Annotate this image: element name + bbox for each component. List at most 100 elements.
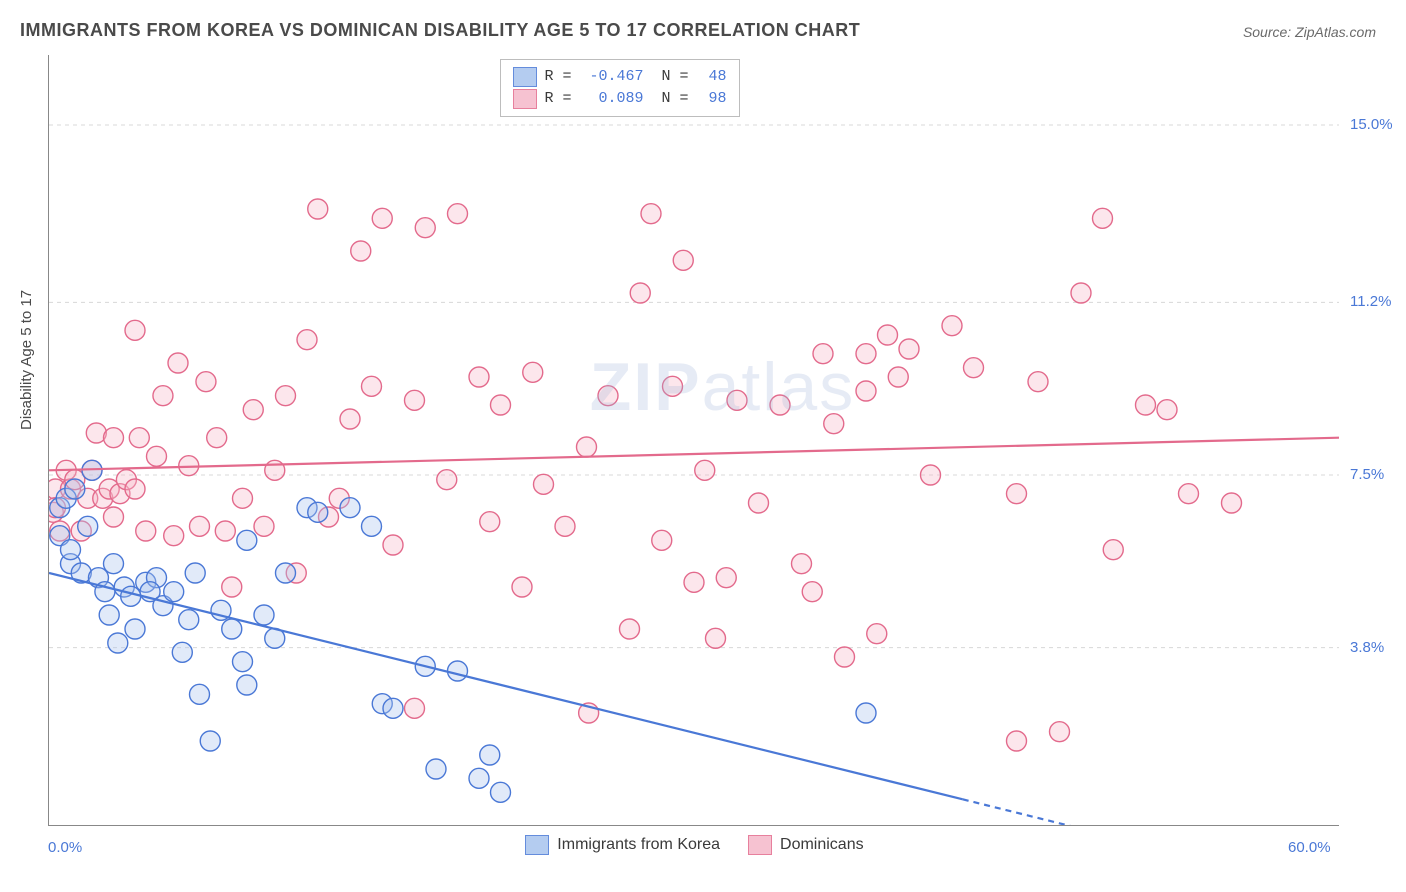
dominican-point: [792, 554, 812, 574]
dominican-point: [233, 488, 253, 508]
dominican-point: [1093, 208, 1113, 228]
dominican-legend-label: Dominicans: [780, 836, 864, 853]
r-label: R =: [545, 66, 572, 88]
dominican-point: [1103, 540, 1123, 560]
korea-point: [222, 619, 242, 639]
legend-row-korea: R =-0.467N =48: [513, 66, 727, 88]
dominican-point: [136, 521, 156, 541]
korea-point: [448, 661, 468, 681]
korea-point: [190, 684, 210, 704]
korea-point: [340, 498, 360, 518]
dominican-point: [308, 199, 328, 219]
dominican-point: [512, 577, 532, 597]
dominican-point: [276, 386, 296, 406]
dominican-point: [372, 208, 392, 228]
dominican-point: [222, 577, 242, 597]
dominican-point: [129, 428, 149, 448]
dominican-point: [598, 386, 618, 406]
korea-point: [200, 731, 220, 751]
korea-point: [308, 502, 328, 522]
dominican-swatch: [748, 835, 772, 855]
dominican-point: [899, 339, 919, 359]
dominican-point: [415, 218, 435, 238]
dominican-point: [1222, 493, 1242, 513]
dominican-point: [716, 568, 736, 588]
korea-point: [104, 554, 124, 574]
dominican-point: [673, 250, 693, 270]
y-tick-label: 11.2%: [1350, 293, 1391, 310]
dominican-point: [1050, 722, 1070, 742]
chart-title: IMMIGRANTS FROM KOREA VS DOMINICAN DISAB…: [20, 20, 860, 41]
dominican-point: [437, 470, 457, 490]
korea-point: [856, 703, 876, 723]
korea-point: [237, 675, 257, 695]
dominican-point: [749, 493, 769, 513]
y-axis-label: Disability Age 5 to 17: [18, 290, 35, 430]
y-tick-label: 7.5%: [1350, 466, 1384, 483]
dominican-point: [153, 386, 173, 406]
korea-point: [237, 530, 257, 550]
dominican-point: [867, 624, 887, 644]
dominican-point: [1157, 400, 1177, 420]
dominican-point: [125, 320, 145, 340]
dominican-point: [491, 395, 511, 415]
korea-point: [276, 563, 296, 583]
n-label: N =: [662, 66, 689, 88]
dominican-point: [824, 414, 844, 434]
dominican-point: [469, 367, 489, 387]
dominican-point: [164, 526, 184, 546]
korea-point: [426, 759, 446, 779]
dominican-swatch: [513, 89, 537, 109]
dominican-point: [856, 344, 876, 364]
korea-trend-line-dashed: [963, 799, 1232, 826]
korea-point: [78, 516, 98, 536]
korea-point: [179, 610, 199, 630]
korea-point: [469, 768, 489, 788]
dominican-point: [695, 460, 715, 480]
korea-point: [185, 563, 205, 583]
y-tick-label: 15.0%: [1350, 116, 1393, 133]
dominican-point: [1007, 484, 1027, 504]
korea-point: [61, 540, 81, 560]
legend-item-dominican: Dominicans: [748, 835, 864, 855]
dominican-point: [1136, 395, 1156, 415]
dominican-point: [1071, 283, 1091, 303]
dominican-point: [196, 372, 216, 392]
x-axis-min-label: 0.0%: [48, 839, 82, 856]
r-label: R =: [545, 88, 572, 110]
dominican-n-value: 98: [697, 88, 727, 110]
korea-swatch: [513, 67, 537, 87]
dominican-point: [878, 325, 898, 345]
dominican-point: [125, 479, 145, 499]
n-label: N =: [662, 88, 689, 110]
dominican-point: [243, 400, 263, 420]
dominican-point: [168, 353, 188, 373]
series-legend: Immigrants from Korea Dominicans: [525, 835, 863, 855]
dominican-point: [652, 530, 672, 550]
dominican-point: [254, 516, 274, 536]
dominican-point: [104, 507, 124, 527]
dominican-point: [802, 582, 822, 602]
source-attribution: Source: ZipAtlas.com: [1243, 24, 1376, 40]
korea-point: [491, 782, 511, 802]
korea-point: [362, 516, 382, 536]
dominican-point: [706, 628, 726, 648]
dominican-point: [813, 344, 833, 364]
dominican-point: [1007, 731, 1027, 751]
x-axis-max-label: 60.0%: [1288, 839, 1331, 856]
korea-point: [108, 633, 128, 653]
dominican-point: [340, 409, 360, 429]
dominican-point: [770, 395, 790, 415]
korea-legend-label: Immigrants from Korea: [557, 836, 720, 853]
dominican-point: [523, 362, 543, 382]
korea-point: [480, 745, 500, 765]
dominican-point: [942, 316, 962, 336]
dominican-point: [888, 367, 908, 387]
dominican-point: [534, 474, 554, 494]
correlation-legend: R =-0.467N =48R =0.089N =98: [500, 59, 740, 117]
dominican-point: [351, 241, 371, 261]
dominican-point: [630, 283, 650, 303]
korea-point: [164, 582, 184, 602]
korea-point: [233, 652, 253, 672]
dominican-point: [383, 535, 403, 555]
